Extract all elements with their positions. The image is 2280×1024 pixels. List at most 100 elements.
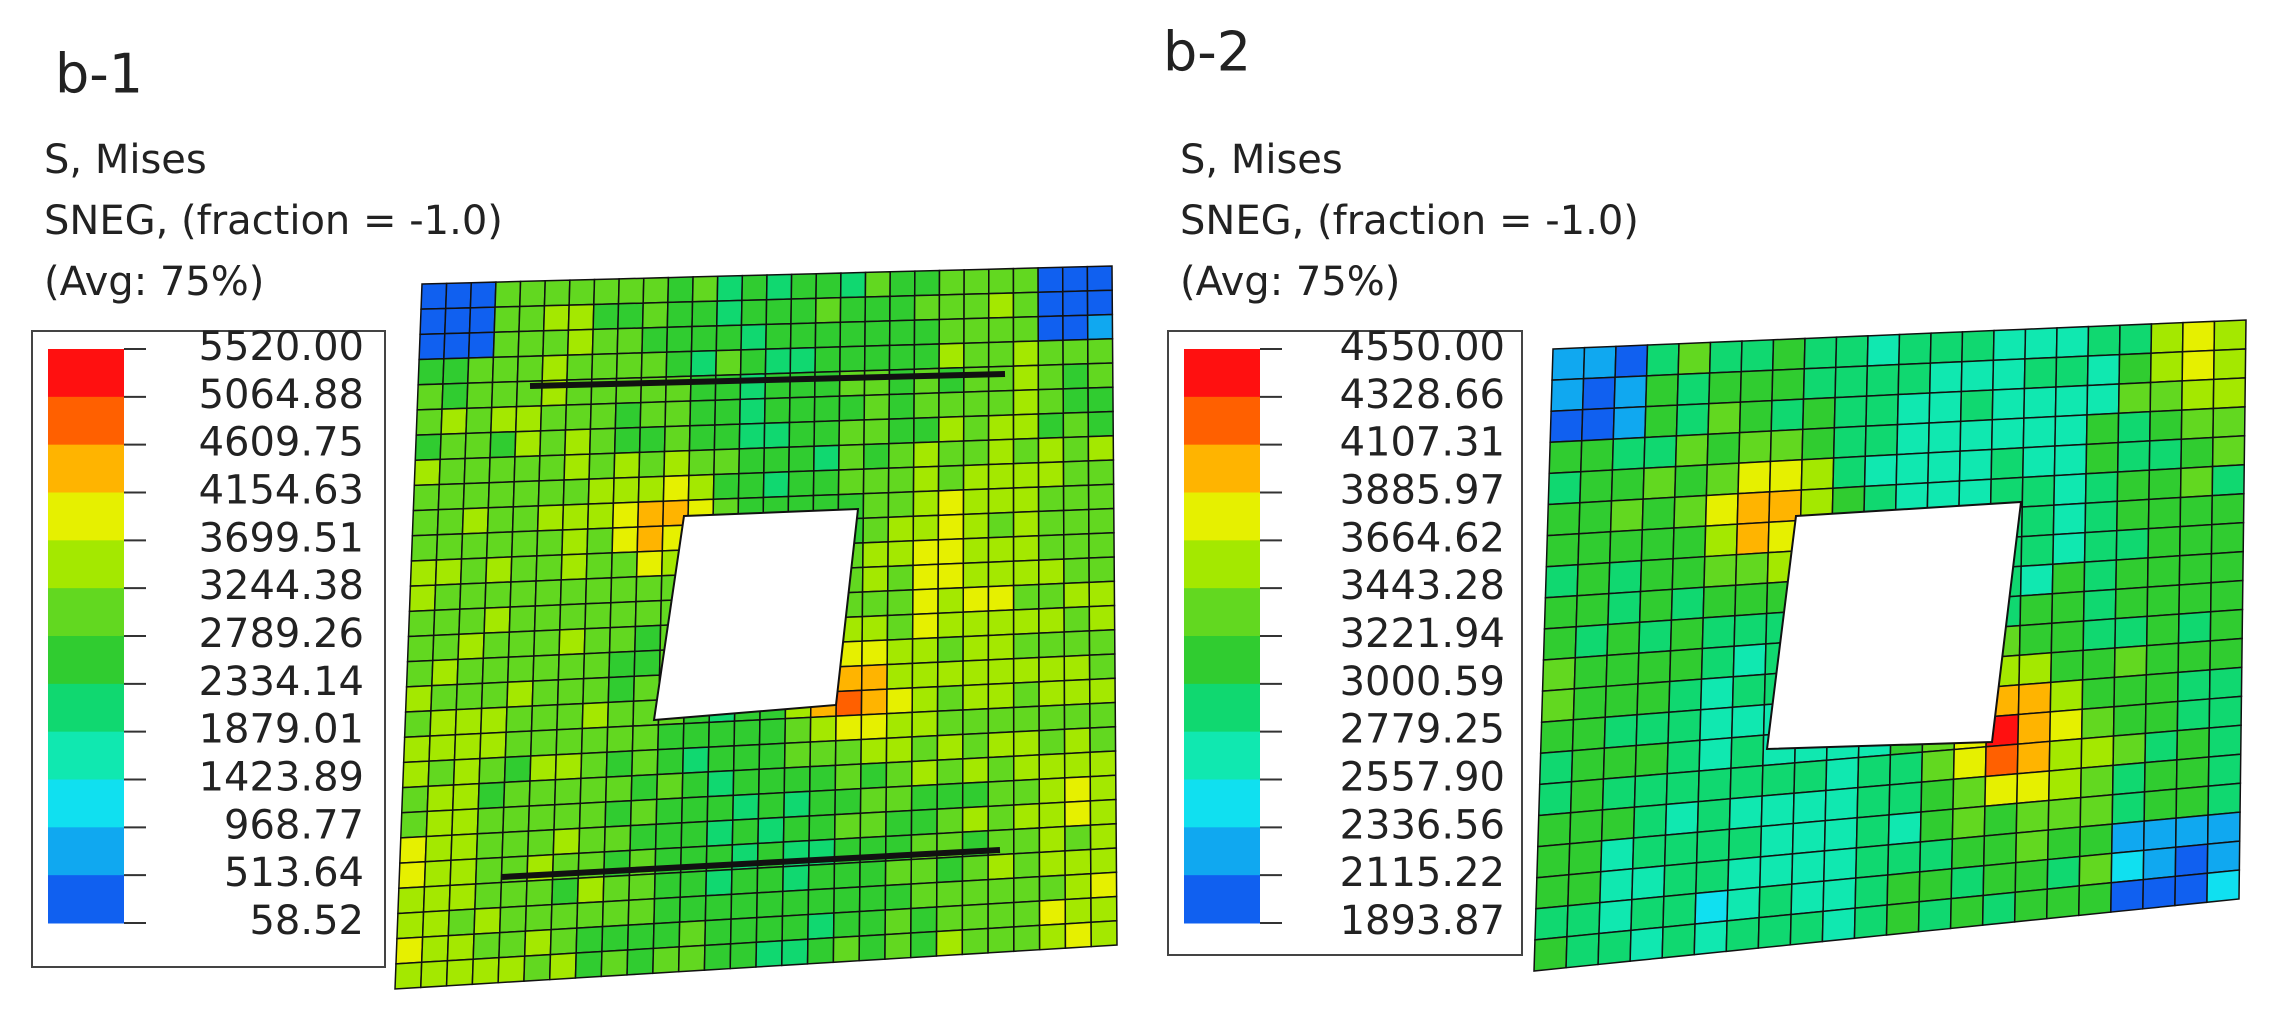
mesh-cell (1038, 631, 1066, 659)
legend-value: 4328.66 (1340, 372, 1505, 418)
mesh-cell (402, 735, 431, 764)
mesh-cell (678, 895, 707, 923)
mesh-cell (474, 881, 503, 910)
mesh-cell (2208, 724, 2242, 758)
mesh-cell (962, 390, 990, 418)
mesh-cell (987, 414, 1015, 441)
mesh-cell (987, 487, 1015, 515)
mesh-cell (1542, 625, 1577, 661)
mesh-cell (479, 706, 508, 735)
mesh-cell (1888, 751, 1924, 786)
mesh-cell (2179, 465, 2214, 499)
mesh-cell (655, 772, 684, 801)
mesh-cell (2145, 613, 2180, 647)
mesh-cell (453, 732, 482, 761)
mesh-cell (1696, 797, 1731, 834)
mesh-cell (492, 330, 520, 359)
mesh-cell (529, 753, 557, 782)
mesh-cell (1064, 897, 1092, 925)
mesh-cell (1089, 750, 1117, 778)
mesh-cell (987, 462, 1015, 490)
legend-swatch (48, 588, 124, 637)
mesh-cell (1801, 427, 1836, 461)
mesh-cell (427, 759, 456, 788)
mesh-cell (789, 346, 817, 374)
mesh-cell (1037, 436, 1065, 464)
mesh-cell (1037, 412, 1065, 440)
mesh-cell (1791, 850, 1826, 886)
mesh-cell (583, 626, 611, 655)
mesh-cell (1638, 588, 1674, 624)
mesh-cell (1089, 774, 1117, 802)
mesh-cell (1038, 752, 1066, 781)
mesh-cell (1573, 654, 1608, 690)
mesh-cell (474, 856, 503, 885)
mesh-cell (1632, 803, 1668, 839)
mesh-cell (1536, 842, 1571, 879)
mesh-cell (713, 448, 741, 476)
mesh-cell (564, 428, 592, 456)
mesh-cell (613, 451, 641, 479)
mesh-cell (808, 813, 836, 842)
mesh-cell (1823, 816, 1858, 852)
legend-swatch (48, 779, 124, 828)
mesh-cell (2174, 872, 2209, 907)
mesh-cell (788, 420, 816, 448)
mesh-cell (1661, 923, 1696, 959)
mesh-cell (493, 305, 521, 334)
mesh-cell (961, 781, 990, 809)
mesh-cell (1087, 507, 1115, 535)
mesh-cell (833, 812, 862, 841)
mesh-cell (755, 915, 784, 944)
mesh-cell (1731, 673, 1766, 709)
mesh-cell (556, 677, 585, 706)
mesh-cell (534, 579, 562, 607)
mesh-cell (1600, 806, 1636, 842)
legend-swatch (1184, 588, 1260, 637)
mesh-cell (1063, 605, 1091, 633)
mesh-cell (2046, 826, 2081, 861)
mesh-cell (962, 414, 990, 442)
mesh-cell (2113, 674, 2148, 708)
mesh-cell (910, 808, 938, 836)
mesh-cell (2023, 356, 2058, 390)
mesh-cell (937, 611, 964, 639)
mesh-cell (2081, 647, 2116, 681)
mesh-cell (938, 366, 965, 394)
mesh-cell (1064, 921, 1092, 949)
mesh-cell (936, 782, 964, 810)
mesh-cell (1038, 923, 1067, 951)
mesh-cell (1800, 457, 1835, 491)
mesh-cell (1634, 742, 1669, 778)
mesh-cell (2212, 348, 2247, 381)
mesh-cell (886, 638, 914, 666)
mesh-cell (418, 332, 446, 361)
mesh-cell (609, 600, 637, 629)
mesh-cell (557, 652, 586, 681)
mesh-cell (1090, 871, 1118, 899)
mesh-cell (729, 941, 758, 970)
mesh-cell (910, 881, 938, 910)
mesh-cell (403, 710, 432, 739)
mesh-cell (888, 417, 915, 445)
mesh-cell (688, 448, 716, 477)
mesh-cell (680, 820, 709, 849)
mesh-cell (1725, 916, 1760, 953)
mesh-cell (514, 430, 542, 458)
mesh-cell (582, 651, 611, 680)
legend-value: 1879.01 (199, 707, 364, 753)
mesh-cell (527, 803, 556, 832)
mesh-cell (1674, 433, 1709, 468)
mesh-cell (2078, 852, 2113, 887)
mesh-cell (1727, 825, 1763, 861)
mesh-cell (586, 527, 614, 555)
mesh-cell (2115, 557, 2149, 591)
mesh-cell (733, 719, 761, 747)
mesh-cell (2022, 445, 2056, 479)
mesh-cell (447, 908, 476, 937)
mesh-cell (938, 391, 965, 419)
mesh-cell (885, 809, 913, 838)
mesh-cell (508, 605, 537, 633)
mesh-cell (2116, 498, 2150, 532)
mesh-cell (1637, 650, 1672, 685)
